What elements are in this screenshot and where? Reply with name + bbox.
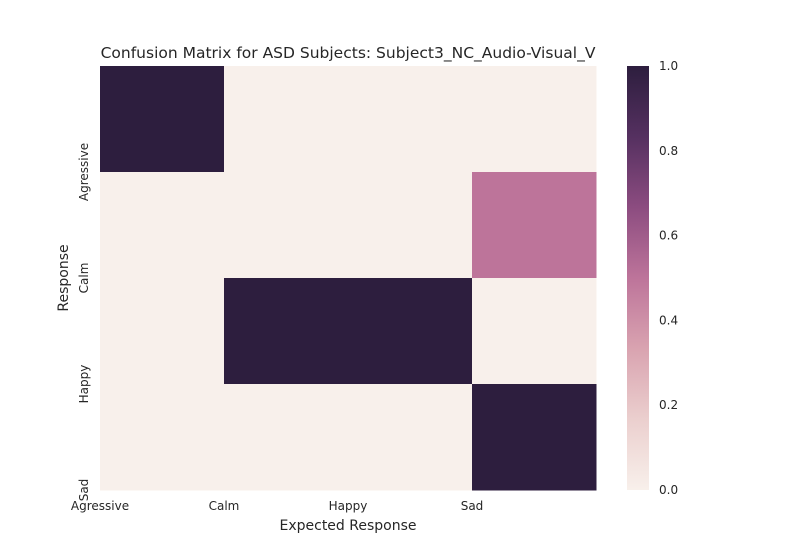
heatmap-cell [472, 384, 597, 491]
y-tick-labels: Agressive Calm Happy Sad [77, 143, 91, 501]
heatmap-cell [472, 278, 597, 385]
colorbar-tick-label: 0.4 [659, 313, 678, 327]
heatmap-cell [224, 278, 349, 385]
heatmap-cell [100, 172, 225, 279]
heatmap-cell [100, 384, 225, 491]
heatmap-cell [472, 172, 597, 279]
heatmap-cell [348, 278, 473, 385]
colorbar-tick-label: 0.2 [659, 398, 678, 412]
heatmap-cell [100, 278, 225, 385]
colorbar-tick-label: 0.8 [659, 144, 678, 158]
chart-title: Confusion Matrix for ASD Subjects: Subje… [101, 44, 596, 63]
heatmap-cell [348, 172, 473, 279]
heatmap-cell [472, 66, 597, 173]
colorbar [627, 66, 649, 490]
y-tick-label: Sad [77, 479, 91, 502]
x-tick-label: Sad [461, 499, 484, 513]
x-tick-label: Happy [329, 499, 368, 513]
heatmap-cell [224, 66, 349, 173]
heatmap-cell [224, 172, 349, 279]
y-axis-label: Response [56, 244, 72, 311]
x-tick-label: Agressive [71, 499, 129, 513]
x-tick-labels: Agressive Calm Happy Sad [71, 499, 483, 513]
colorbar-tick-label: 1.0 [659, 59, 678, 73]
x-tick-label: Calm [209, 499, 240, 513]
colorbar-tick-label: 0.0 [659, 483, 678, 497]
colorbar-ticks: 0.0 0.2 0.4 0.6 0.8 1.0 [659, 59, 678, 497]
heatmap-cell [348, 384, 473, 491]
heatmap-cell [348, 66, 473, 173]
x-axis-label: Expected Response [279, 518, 416, 534]
heatmap-cell [100, 66, 225, 173]
y-tick-label: Happy [77, 365, 91, 404]
y-tick-label: Agressive [77, 143, 91, 201]
heatmap-cell [224, 384, 349, 491]
y-tick-label: Calm [77, 263, 91, 294]
colorbar-tick-label: 0.6 [659, 229, 678, 243]
heatmap-cells [100, 66, 597, 491]
